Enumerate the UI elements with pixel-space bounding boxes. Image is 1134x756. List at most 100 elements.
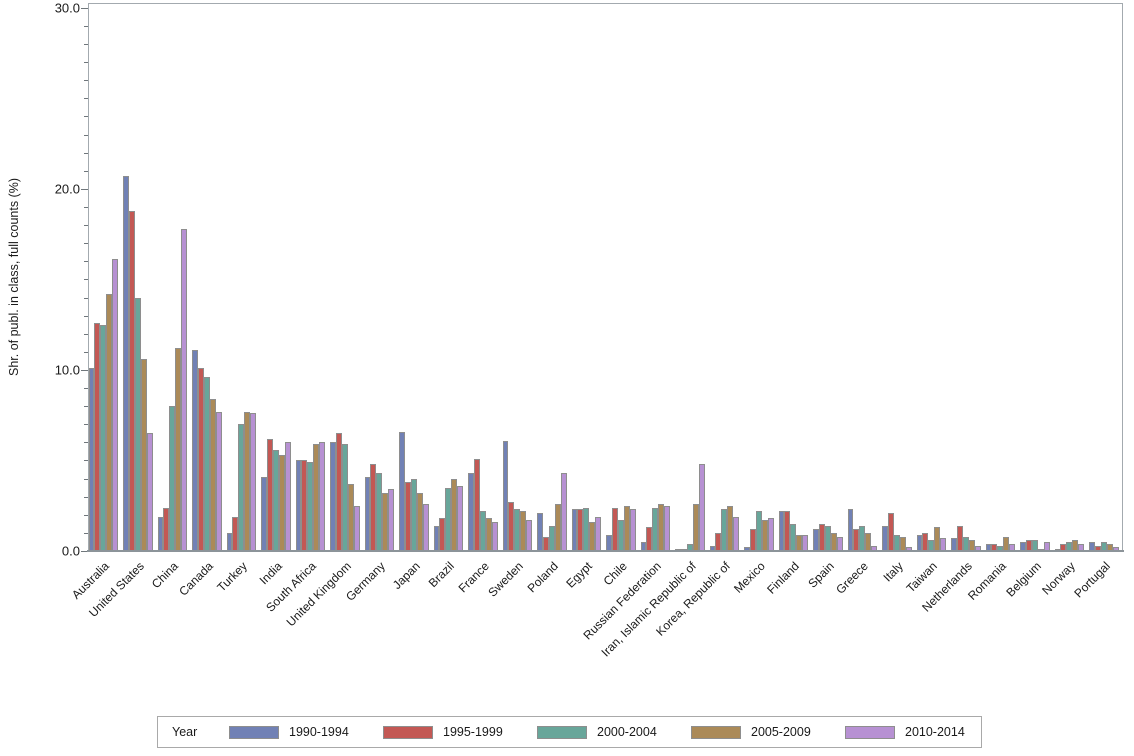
bar — [502, 440, 509, 551]
y-major-tick — [81, 369, 88, 371]
bar — [445, 487, 452, 551]
y-minor-tick — [84, 152, 88, 154]
bar-group — [537, 3, 572, 551]
bar — [404, 482, 411, 551]
y-minor-tick — [84, 279, 88, 281]
y-minor-tick — [84, 333, 88, 335]
bar — [813, 529, 819, 551]
x-tick-label: Finland — [764, 559, 802, 597]
bar — [261, 476, 267, 551]
bar — [652, 507, 659, 551]
bar — [778, 511, 785, 551]
bar — [192, 350, 198, 551]
legend-label: 2000-2004 — [597, 725, 657, 739]
bar — [802, 534, 809, 551]
x-tick-label: Japan — [389, 559, 423, 593]
bar — [94, 322, 101, 551]
bar — [388, 489, 395, 551]
bar — [416, 493, 423, 551]
y-minor-tick — [84, 532, 88, 534]
bar-group — [330, 3, 365, 551]
x-tick-label: Turkey — [214, 559, 250, 595]
bar — [295, 460, 302, 551]
bar — [335, 433, 342, 551]
bar — [905, 547, 912, 551]
bar — [749, 529, 756, 551]
plot-area — [88, 3, 1123, 551]
x-tick-label: Spain — [804, 559, 837, 591]
bar — [197, 368, 204, 551]
bar — [370, 464, 377, 551]
bar — [962, 536, 969, 551]
y-minor-tick — [84, 460, 88, 462]
bar — [451, 478, 458, 551]
legend-swatch — [691, 726, 741, 739]
bar — [175, 348, 182, 551]
bar — [761, 520, 768, 551]
bar — [767, 518, 774, 551]
bar — [640, 541, 647, 551]
bar-group — [123, 3, 158, 551]
bar-group — [399, 3, 434, 551]
x-tick-label: Sweden — [485, 559, 526, 600]
bars-layer — [88, 3, 1123, 551]
bar — [364, 476, 371, 551]
bar — [1100, 541, 1107, 551]
bar — [1031, 540, 1038, 551]
bar — [1020, 541, 1026, 551]
x-tick-label: Canada — [175, 559, 216, 599]
bar — [169, 406, 176, 551]
bar — [1089, 541, 1095, 551]
bar — [548, 525, 555, 551]
x-tick-label: Brazil — [425, 559, 457, 591]
bar — [250, 413, 257, 551]
bar-group — [675, 3, 710, 551]
bar — [733, 516, 740, 551]
bar — [784, 511, 791, 551]
bar — [871, 545, 878, 551]
bar-group — [1054, 3, 1089, 551]
bar — [1072, 540, 1079, 551]
bar — [485, 518, 492, 551]
y-major-tick — [81, 551, 88, 552]
bar — [859, 525, 866, 551]
bar — [278, 455, 285, 551]
bar — [307, 462, 314, 551]
bar-group — [88, 3, 123, 551]
y-minor-tick — [84, 261, 88, 263]
bar — [491, 522, 498, 551]
bar — [181, 228, 188, 551]
bar — [830, 532, 837, 551]
bar-group — [571, 3, 606, 551]
bar — [865, 532, 872, 551]
bar — [997, 545, 1004, 551]
bar — [1025, 540, 1032, 551]
y-minor-tick — [84, 424, 88, 426]
y-minor-tick — [84, 496, 88, 498]
bar-group — [157, 3, 192, 551]
bar — [692, 503, 699, 551]
y-tick-label: 0.0 — [61, 543, 80, 559]
y-minor-tick — [84, 116, 88, 118]
bar — [112, 259, 119, 551]
bar — [520, 511, 527, 551]
bar — [554, 503, 561, 551]
y-minor-tick — [84, 315, 88, 317]
bar — [301, 460, 308, 551]
bar — [106, 293, 113, 551]
bar — [940, 538, 947, 551]
bar-group — [295, 3, 330, 551]
bar — [1009, 543, 1016, 551]
y-minor-tick — [84, 225, 88, 227]
bar — [526, 520, 533, 551]
bar — [88, 368, 95, 551]
bar-group — [778, 3, 813, 551]
y-tick-label: 30.0 — [54, 0, 80, 16]
y-minor-tick — [84, 170, 88, 172]
bar — [479, 511, 486, 551]
bar — [163, 507, 170, 551]
legend-swatch — [537, 726, 587, 739]
y-minor-tick — [84, 297, 88, 299]
bar — [1094, 545, 1101, 551]
bar — [313, 444, 320, 551]
